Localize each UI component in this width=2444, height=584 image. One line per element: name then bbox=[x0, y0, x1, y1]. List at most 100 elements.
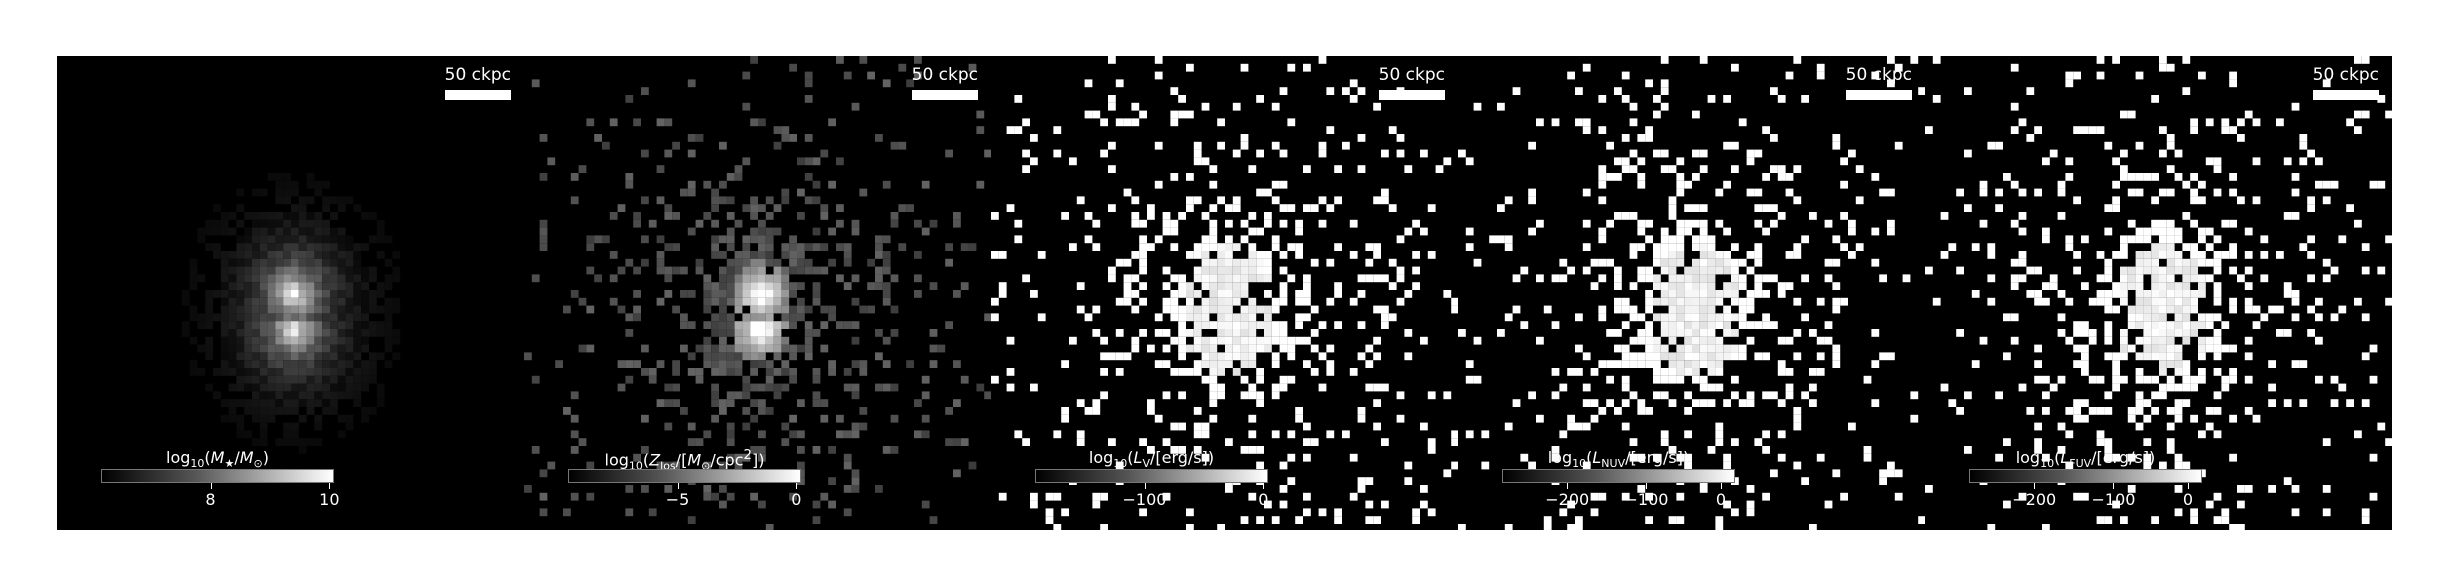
map-pixel bbox=[1832, 235, 1841, 244]
map-pixel bbox=[283, 266, 291, 275]
map-pixel bbox=[1645, 492, 1653, 501]
map-pixel bbox=[1575, 87, 1583, 95]
map-pixel bbox=[586, 235, 595, 244]
map-pixel bbox=[586, 266, 595, 275]
map-pixel bbox=[1178, 110, 1186, 119]
map-pixel bbox=[236, 243, 245, 251]
map-pixel bbox=[2135, 282, 2144, 290]
map-pixel bbox=[361, 360, 369, 368]
map-pixel bbox=[291, 321, 299, 329]
map-pixel bbox=[750, 492, 758, 501]
map-pixel bbox=[797, 157, 805, 166]
map-pixel bbox=[291, 422, 299, 431]
map-pixel bbox=[1629, 251, 1638, 259]
map-pixel bbox=[2377, 95, 2386, 103]
map-pixel bbox=[345, 290, 354, 298]
map-pixel bbox=[2120, 274, 2128, 283]
map-pixel bbox=[1178, 344, 1186, 353]
map-pixel bbox=[220, 368, 229, 376]
map-pixel bbox=[1248, 227, 1257, 236]
map-pixel bbox=[1310, 258, 1319, 267]
map-pixel bbox=[2120, 344, 2128, 353]
map-pixel bbox=[1053, 430, 1062, 439]
map-pixel bbox=[1699, 336, 1708, 345]
map-pixel bbox=[291, 266, 299, 275]
map-pixel bbox=[283, 251, 291, 259]
map-pixel bbox=[1699, 258, 1708, 267]
map-pixel bbox=[345, 391, 354, 400]
map-pixel bbox=[789, 258, 797, 267]
map-pixel bbox=[291, 251, 299, 259]
map-pixel bbox=[828, 446, 836, 454]
map-pixel bbox=[2073, 360, 2081, 368]
map-pixel bbox=[2283, 329, 2292, 337]
map-pixel bbox=[1303, 438, 1311, 446]
map-pixel bbox=[252, 219, 260, 228]
map-pixel bbox=[1777, 399, 1786, 407]
map-pixel bbox=[1209, 305, 1218, 314]
map-pixel bbox=[851, 227, 860, 236]
map-pixel bbox=[353, 352, 362, 361]
map-pixel bbox=[1723, 344, 1731, 353]
map-pixel bbox=[298, 313, 307, 322]
map-pixel bbox=[1707, 297, 1716, 306]
map-pixel bbox=[2151, 297, 2159, 306]
map-pixel bbox=[703, 344, 712, 353]
map-pixel bbox=[1964, 204, 1972, 212]
map-pixel bbox=[1660, 102, 1669, 111]
map-pixel bbox=[252, 407, 260, 415]
map-pixel bbox=[252, 251, 260, 259]
map-pixel bbox=[2127, 173, 2136, 181]
map-pixel bbox=[306, 391, 315, 400]
map-pixel bbox=[1653, 375, 1661, 384]
map-pixel bbox=[1575, 422, 1583, 431]
map-pixel bbox=[1567, 266, 1575, 275]
map-pixel bbox=[1162, 282, 1171, 290]
map-pixel bbox=[2159, 251, 2167, 259]
map-pixel bbox=[1793, 461, 1802, 470]
map-pixel bbox=[1699, 149, 1708, 158]
map-pixel bbox=[1162, 391, 1171, 400]
map-pixel bbox=[998, 290, 1007, 298]
map-pixel bbox=[758, 219, 766, 228]
map-pixel bbox=[1139, 282, 1147, 290]
map-pixel bbox=[2135, 321, 2144, 329]
map-pixel bbox=[275, 407, 284, 415]
map-pixel bbox=[2299, 360, 2308, 368]
map-pixel bbox=[1816, 336, 1825, 345]
map-pixel bbox=[2198, 352, 2206, 361]
map-pixel bbox=[1707, 95, 1716, 103]
map-pixel bbox=[1723, 180, 1731, 189]
map-pixel bbox=[781, 266, 790, 275]
map-pixel bbox=[298, 336, 307, 345]
map-pixel bbox=[2112, 383, 2120, 392]
map-pixel bbox=[2135, 227, 2144, 236]
map-pixel bbox=[734, 336, 743, 345]
map-pixel bbox=[742, 258, 751, 267]
map-pixel bbox=[1108, 274, 1116, 283]
map-pixel bbox=[1092, 492, 1101, 501]
map-pixel bbox=[259, 375, 268, 384]
map-pixel bbox=[236, 352, 245, 361]
map-pixel bbox=[189, 274, 198, 283]
map-pixel bbox=[1995, 204, 2003, 212]
map-pixel bbox=[1621, 157, 1630, 166]
map-pixel bbox=[2213, 344, 2222, 353]
map-pixel bbox=[314, 399, 323, 407]
map-pixel bbox=[1723, 461, 1731, 470]
map-pixel bbox=[283, 274, 291, 283]
map-pixel bbox=[734, 165, 743, 173]
map-pixel bbox=[1465, 243, 1474, 251]
map-pixel bbox=[2361, 56, 2370, 64]
colorbar-tick bbox=[2034, 483, 2036, 489]
map-pixel bbox=[2104, 204, 2113, 212]
map-pixel bbox=[1536, 336, 1544, 345]
map-pixel bbox=[1201, 243, 1210, 251]
map-pixel bbox=[1731, 329, 1739, 337]
map-pixel bbox=[1193, 368, 1202, 376]
map-pixel bbox=[1793, 297, 1802, 306]
map-pixel bbox=[1217, 297, 1225, 306]
map-pixel bbox=[1170, 336, 1179, 345]
map-pixel bbox=[1201, 430, 1210, 439]
map-pixel bbox=[1147, 344, 1155, 353]
